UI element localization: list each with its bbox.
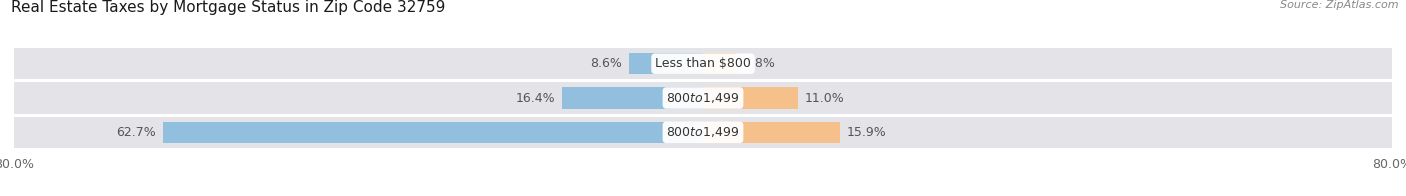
Bar xyxy=(703,87,797,109)
Text: 11.0%: 11.0% xyxy=(804,92,845,104)
Text: 16.4%: 16.4% xyxy=(515,92,555,104)
Text: 3.8%: 3.8% xyxy=(742,57,775,70)
Bar xyxy=(163,122,703,143)
Bar xyxy=(628,53,703,74)
Text: Source: ZipAtlas.com: Source: ZipAtlas.com xyxy=(1281,0,1399,10)
Bar xyxy=(562,87,703,109)
Bar xyxy=(703,53,735,74)
Bar xyxy=(14,82,1392,114)
Text: 8.6%: 8.6% xyxy=(591,57,621,70)
Text: $800 to $1,499: $800 to $1,499 xyxy=(666,91,740,105)
Bar xyxy=(14,116,1392,148)
Text: Real Estate Taxes by Mortgage Status in Zip Code 32759: Real Estate Taxes by Mortgage Status in … xyxy=(11,0,446,15)
Text: 15.9%: 15.9% xyxy=(846,126,887,139)
Text: Less than $800: Less than $800 xyxy=(655,57,751,70)
Bar xyxy=(14,48,1392,80)
Bar xyxy=(703,122,839,143)
Text: 62.7%: 62.7% xyxy=(117,126,156,139)
Text: $800 to $1,499: $800 to $1,499 xyxy=(666,125,740,139)
Legend: Without Mortgage, With Mortgage: Without Mortgage, With Mortgage xyxy=(572,195,834,196)
